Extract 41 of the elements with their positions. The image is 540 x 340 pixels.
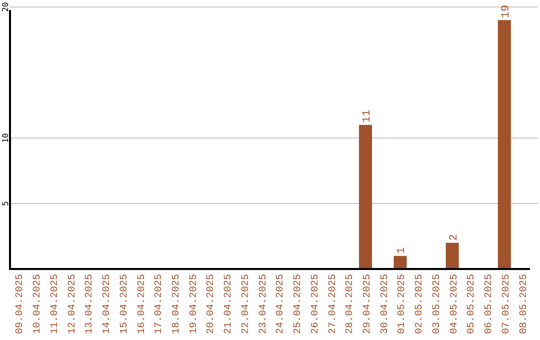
y-tick-label: 10 [1,133,10,143]
bar [358,124,372,269]
x-tick-label: 12.04.2025 [67,274,78,334]
bar [394,256,407,269]
x-tick-label: 13.04.2025 [84,274,96,334]
x-tick-label: 23.04.2025 [258,274,270,334]
data-label: 1 [396,246,408,254]
x-tick-label: 07.05.2025 [501,274,512,334]
x-tick-label: 10.04.2025 [32,274,44,334]
bar [446,242,459,269]
x-tick-label: 16.04.2025 [136,274,148,334]
bar [498,20,511,269]
x-tick-label: 30.04.2025 [380,274,391,334]
x-tick-label: 27.04.2025 [328,274,339,334]
x-tick-label: 02.05.2025 [414,274,426,334]
data-label: 2 [448,234,460,241]
x-tick-label: 20.04.2025 [206,274,218,334]
y-tick-label: 20 [1,2,10,12]
x-tick-label: 06.05.2025 [484,274,496,334]
x-tick-label: 25.04.2025 [293,274,304,334]
y-tick-label: 5 [1,200,10,206]
x-tick-label: 22.04.2025 [240,274,252,334]
data-label: 19 [500,4,512,18]
x-tick-label: 15.04.2025 [119,274,130,334]
x-tick-label: 28.04.2025 [345,274,356,334]
x-tick-label: 19.04.2025 [188,274,200,334]
x-tick-label: 04.05.2025 [449,274,460,334]
x-tick-label: 29.04.2025 [362,274,374,334]
x-tick-label: 09.04.2025 [15,274,26,334]
x-tick-label: 26.04.2025 [310,274,322,334]
x-tick-label: 03.05.2025 [432,274,443,334]
x-tick-label: 21.04.2025 [224,274,235,334]
x-tick-label: 11.04.2025 [50,274,61,334]
x-tick-label: 05.05.2025 [466,274,478,334]
x-tick-label: 24.04.2025 [276,274,287,334]
x-tick-label: 14.04.2025 [102,274,114,334]
x-tick-label: 18.04.2025 [172,274,183,334]
x-tick-label: 01.05.2025 [397,274,408,334]
data-label: 11 [361,109,374,123]
x-tick-label: 08.05.2025 [518,274,530,334]
x-tick-label: 17.04.2025 [154,274,166,334]
